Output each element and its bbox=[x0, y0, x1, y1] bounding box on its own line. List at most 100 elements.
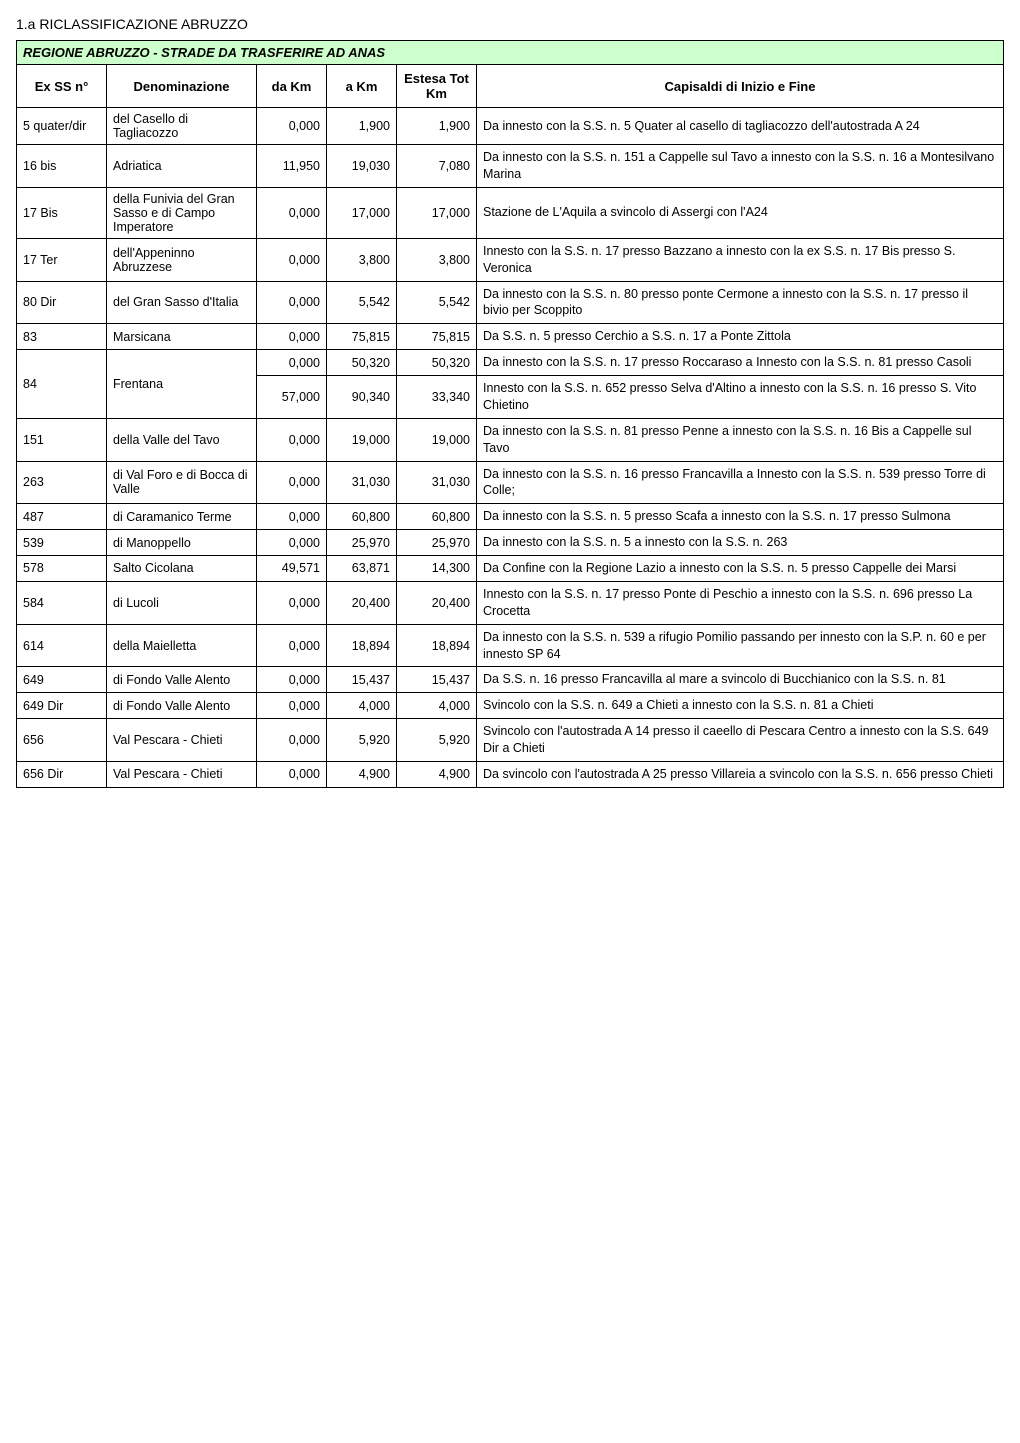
cell-a: 63,871 bbox=[327, 556, 397, 582]
cell-da: 11,950 bbox=[257, 145, 327, 188]
table-row: 16 bisAdriatica11,95019,0307,080Da innes… bbox=[17, 145, 1004, 188]
roads-table: REGIONE ABRUZZO - STRADE DA TRASFERIRE A… bbox=[16, 40, 1004, 788]
cell-a: 19,000 bbox=[327, 418, 397, 461]
cell-est: 1,900 bbox=[397, 108, 477, 145]
cell-cap: Da innesto con la S.S. n. 539 a rifugio … bbox=[477, 624, 1004, 667]
cell-est: 20,400 bbox=[397, 581, 477, 624]
cell-ex: 656 bbox=[17, 719, 107, 762]
table-row: 84Frentana0,00050,32050,320Da innesto co… bbox=[17, 350, 1004, 376]
cell-a: 4,900 bbox=[327, 761, 397, 787]
cell-cap: Stazione de L'Aquila a svincolo di Asser… bbox=[477, 187, 1004, 238]
cell-den: Frentana bbox=[107, 350, 257, 419]
cell-ex: 151 bbox=[17, 418, 107, 461]
col-header-cap: Capisaldi di Inizio e Fine bbox=[477, 65, 1004, 108]
cell-ex: 83 bbox=[17, 324, 107, 350]
cell-est: 17,000 bbox=[397, 187, 477, 238]
cell-cap: Da innesto con la S.S. n. 5 a innesto co… bbox=[477, 530, 1004, 556]
cell-cap: Da innesto con la S.S. n. 16 presso Fran… bbox=[477, 461, 1004, 504]
cell-cap: Da innesto con la S.S. n. 5 presso Scafa… bbox=[477, 504, 1004, 530]
cell-a: 19,030 bbox=[327, 145, 397, 188]
table-row: 263di Val Foro e di Bocca di Valle0,0003… bbox=[17, 461, 1004, 504]
table-row: 80 Dirdel Gran Sasso d'Italia0,0005,5425… bbox=[17, 281, 1004, 324]
table-row: 151della Valle del Tavo0,00019,00019,000… bbox=[17, 418, 1004, 461]
cell-da: 0,000 bbox=[257, 693, 327, 719]
table-row: 614della Maielletta0,00018,89418,894Da i… bbox=[17, 624, 1004, 667]
cell-cap: Da innesto con la S.S. n. 81 presso Penn… bbox=[477, 418, 1004, 461]
col-header-est: Estesa Tot Km bbox=[397, 65, 477, 108]
cell-ex: 16 bis bbox=[17, 145, 107, 188]
cell-cap: Svincolo con la S.S. n. 649 a Chieti a i… bbox=[477, 693, 1004, 719]
table-title: REGIONE ABRUZZO - STRADE DA TRASFERIRE A… bbox=[17, 41, 1004, 65]
col-header-a: a Km bbox=[327, 65, 397, 108]
cell-da: 0,000 bbox=[257, 761, 327, 787]
cell-a: 50,320 bbox=[327, 350, 397, 376]
cell-est: 14,300 bbox=[397, 556, 477, 582]
cell-est: 15,437 bbox=[397, 667, 477, 693]
cell-den: di Lucoli bbox=[107, 581, 257, 624]
cell-cap: Da innesto con la S.S. n. 5 Quater al ca… bbox=[477, 108, 1004, 145]
cell-den: della Valle del Tavo bbox=[107, 418, 257, 461]
cell-cap: Da S.S. n. 5 presso Cerchio a S.S. n. 17… bbox=[477, 324, 1004, 350]
cell-da: 0,000 bbox=[257, 581, 327, 624]
cell-est: 5,920 bbox=[397, 719, 477, 762]
cell-a: 75,815 bbox=[327, 324, 397, 350]
cell-den: Val Pescara - Chieti bbox=[107, 761, 257, 787]
cell-a: 3,800 bbox=[327, 238, 397, 281]
cell-ex: 614 bbox=[17, 624, 107, 667]
cell-da: 0,000 bbox=[257, 324, 327, 350]
cell-a: 18,894 bbox=[327, 624, 397, 667]
cell-cap: Da svincolo con l'autostrada A 25 presso… bbox=[477, 761, 1004, 787]
cell-a: 5,920 bbox=[327, 719, 397, 762]
document-title: 1.a RICLASSIFICAZIONE ABRUZZO bbox=[16, 16, 1004, 32]
table-title-row: REGIONE ABRUZZO - STRADE DA TRASFERIRE A… bbox=[17, 41, 1004, 65]
cell-ex: 263 bbox=[17, 461, 107, 504]
cell-den: Adriatica bbox=[107, 145, 257, 188]
cell-a: 1,900 bbox=[327, 108, 397, 145]
cell-est: 18,894 bbox=[397, 624, 477, 667]
cell-den: di Val Foro e di Bocca di Valle bbox=[107, 461, 257, 504]
cell-ex: 539 bbox=[17, 530, 107, 556]
cell-da: 0,000 bbox=[257, 624, 327, 667]
cell-ex: 649 Dir bbox=[17, 693, 107, 719]
table-row: 5 quater/dirdel Casello di Tagliacozzo0,… bbox=[17, 108, 1004, 145]
cell-da: 0,000 bbox=[257, 238, 327, 281]
cell-cap: Da innesto con la S.S. n. 151 a Cappelle… bbox=[477, 145, 1004, 188]
cell-ex: 649 bbox=[17, 667, 107, 693]
cell-cap: Innesto con la S.S. n. 17 presso Bazzano… bbox=[477, 238, 1004, 281]
col-header-den: Denominazione bbox=[107, 65, 257, 108]
cell-a: 15,437 bbox=[327, 667, 397, 693]
table-row: 578Salto Cicolana49,57163,87114,300Da Co… bbox=[17, 556, 1004, 582]
cell-a: 31,030 bbox=[327, 461, 397, 504]
cell-est: 60,800 bbox=[397, 504, 477, 530]
cell-den: di Caramanico Terme bbox=[107, 504, 257, 530]
cell-da: 0,000 bbox=[257, 281, 327, 324]
cell-cap: Innesto con la S.S. n. 652 presso Selva … bbox=[477, 376, 1004, 419]
table-row: 17 Bisdella Funivia del Gran Sasso e di … bbox=[17, 187, 1004, 238]
cell-den: del Gran Sasso d'Italia bbox=[107, 281, 257, 324]
column-header-row: Ex SS n° Denominazione da Km a Km Estesa… bbox=[17, 65, 1004, 108]
cell-est: 4,000 bbox=[397, 693, 477, 719]
table-row: 83Marsicana0,00075,81575,815Da S.S. n. 5… bbox=[17, 324, 1004, 350]
cell-da: 57,000 bbox=[257, 376, 327, 419]
cell-den: di Manoppello bbox=[107, 530, 257, 556]
cell-ex: 17 Bis bbox=[17, 187, 107, 238]
cell-den: del Casello di Tagliacozzo bbox=[107, 108, 257, 145]
cell-cap: Innesto con la S.S. n. 17 presso Ponte d… bbox=[477, 581, 1004, 624]
cell-a: 60,800 bbox=[327, 504, 397, 530]
cell-ex: 17 Ter bbox=[17, 238, 107, 281]
cell-ex: 487 bbox=[17, 504, 107, 530]
cell-est: 3,800 bbox=[397, 238, 477, 281]
cell-den: Val Pescara - Chieti bbox=[107, 719, 257, 762]
table-row: 656Val Pescara - Chieti0,0005,9205,920Sv… bbox=[17, 719, 1004, 762]
cell-est: 75,815 bbox=[397, 324, 477, 350]
cell-den: di Fondo Valle Alento bbox=[107, 693, 257, 719]
cell-den: Salto Cicolana bbox=[107, 556, 257, 582]
cell-ex: 5 quater/dir bbox=[17, 108, 107, 145]
cell-da: 0,000 bbox=[257, 418, 327, 461]
table-row: 649 Dirdi Fondo Valle Alento0,0004,0004,… bbox=[17, 693, 1004, 719]
cell-est: 25,970 bbox=[397, 530, 477, 556]
cell-cap: Da innesto con la S.S. n. 80 presso pont… bbox=[477, 281, 1004, 324]
cell-cap: Da innesto con la S.S. n. 17 presso Rocc… bbox=[477, 350, 1004, 376]
cell-est: 5,542 bbox=[397, 281, 477, 324]
table-row: 656 DirVal Pescara - Chieti0,0004,9004,9… bbox=[17, 761, 1004, 787]
